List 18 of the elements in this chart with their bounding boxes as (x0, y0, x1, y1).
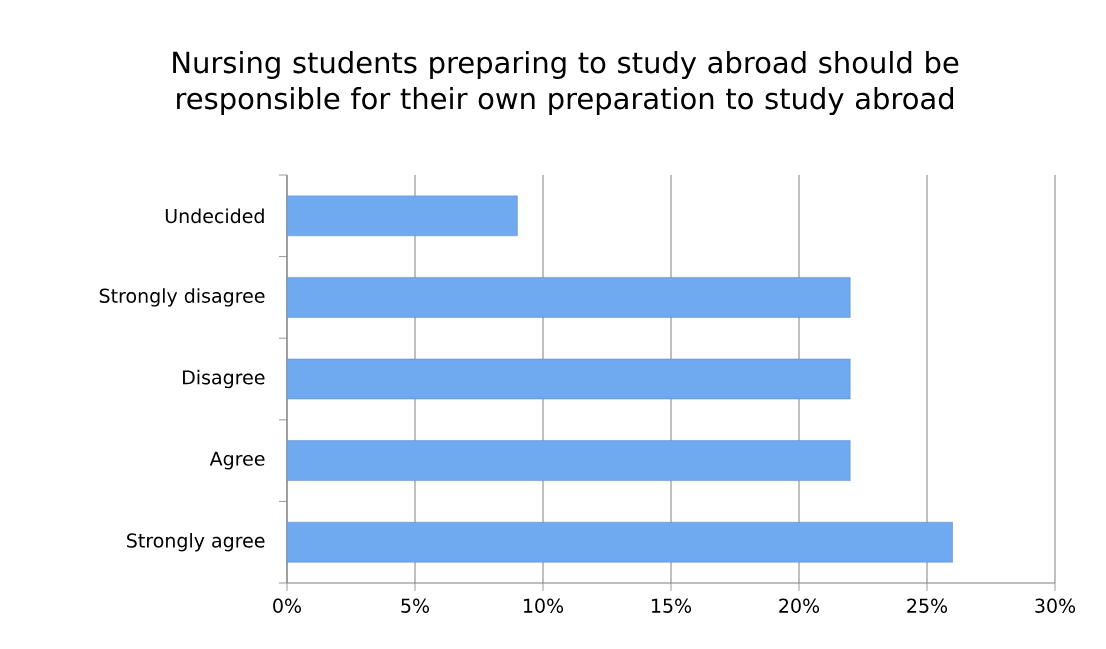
x-tick-label: 15% (651, 598, 692, 613)
y-tick-label: Agree (209, 451, 265, 470)
y-tick-label: Disagree (183, 369, 265, 389)
bar (287, 277, 851, 318)
x-tick-label: 5% (401, 598, 430, 613)
y-tick-label: Strongly agree (127, 533, 265, 552)
y-tick-label: Strongly disagree (99, 288, 265, 307)
x-tick-label: 10% (523, 598, 564, 613)
x-tick-label: 30% (1035, 598, 1076, 613)
chart-title: Nursing students preparing to study abroad should be responsible for their own preparation to study abroad (173, 50, 959, 116)
x-tick-label: 0% (273, 598, 302, 613)
bar (287, 440, 851, 481)
x-tick-label: 20% (779, 598, 820, 613)
x-tick-label: 25% (907, 598, 948, 613)
y-tick-label: Undecided (165, 208, 264, 224)
bar (287, 195, 518, 237)
bar (287, 358, 851, 400)
bar (287, 521, 953, 563)
